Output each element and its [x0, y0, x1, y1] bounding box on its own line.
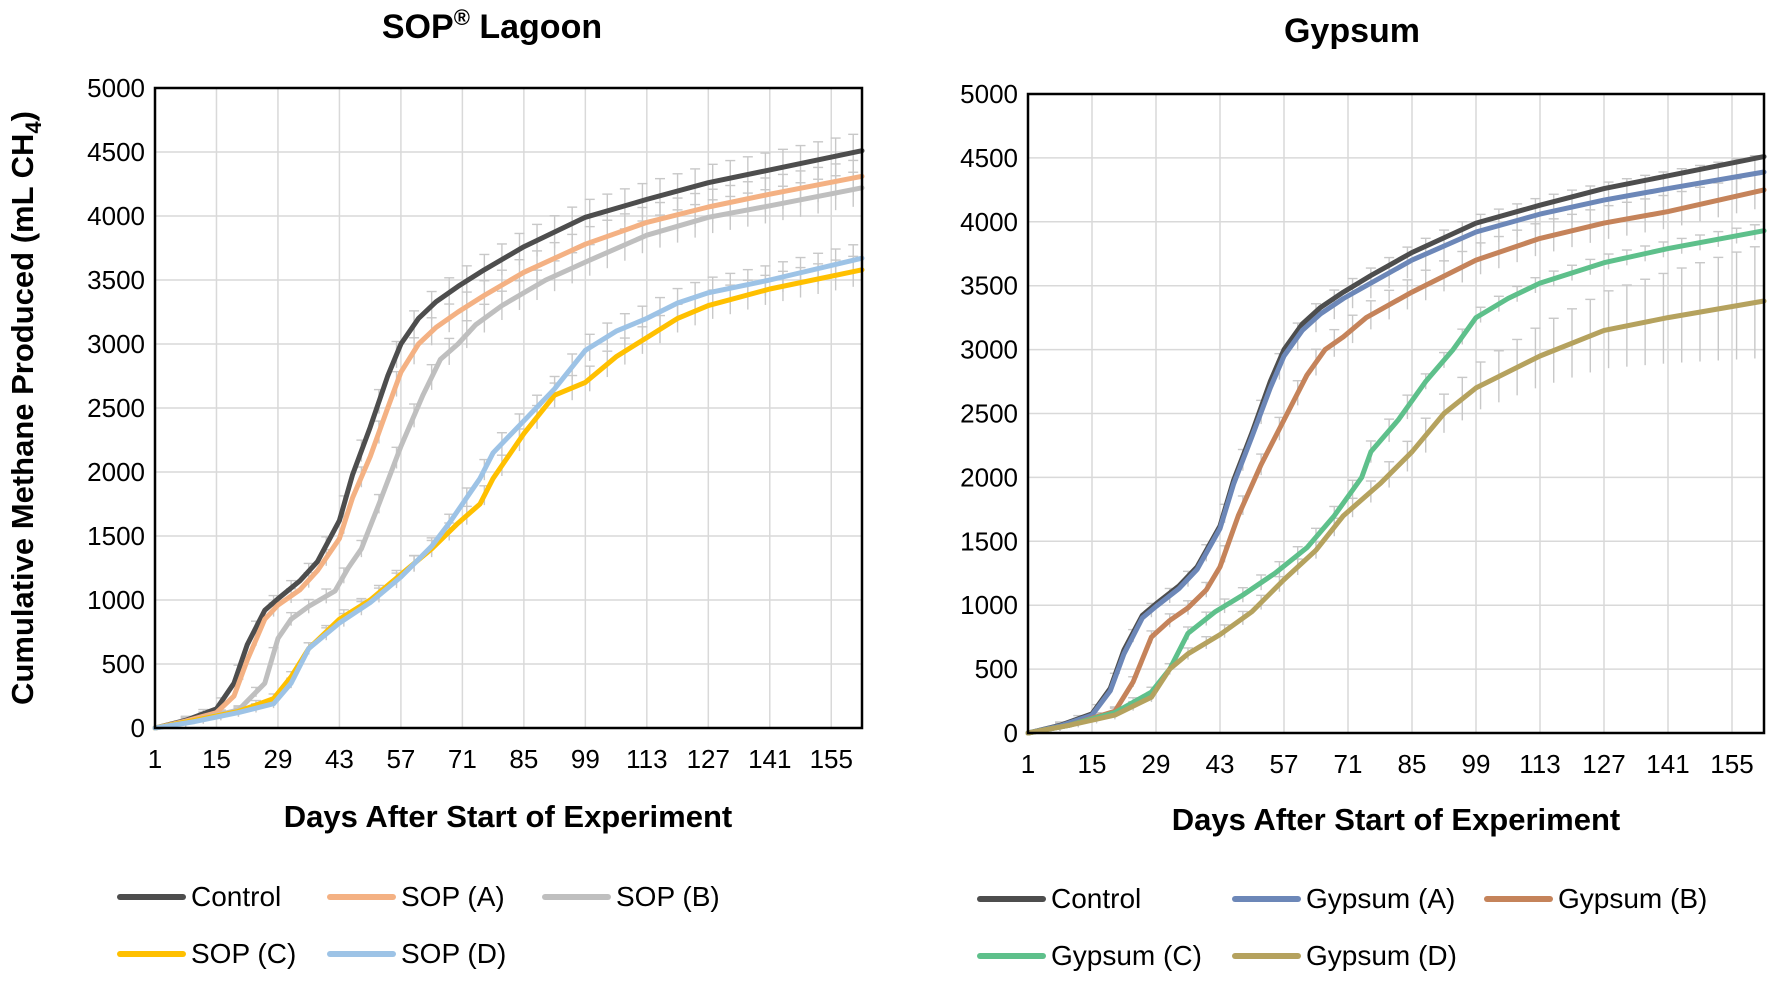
series-line-control	[1025, 154, 1767, 736]
series-line-gypsum-a	[1025, 169, 1767, 736]
y-tick-label: 2500	[87, 393, 145, 423]
legend-label: Gypsum (C)	[1051, 940, 1202, 971]
series-line-sop-a	[152, 173, 865, 731]
x-tick-label: 127	[1582, 749, 1625, 779]
y-tick-label: 2000	[87, 457, 145, 487]
y-tick-label: 1500	[960, 526, 1018, 556]
legend-item: Gypsum (D)	[1232, 940, 1457, 971]
x-tick-label: 43	[1206, 749, 1235, 779]
x-tick-label: 15	[202, 744, 231, 774]
series-line-control	[152, 148, 865, 731]
legend-label: SOP (D)	[401, 938, 506, 969]
series-line-gypsum-d	[1025, 298, 1767, 736]
y-tick-label: 1000	[87, 585, 145, 615]
legend-label: SOP (C)	[191, 938, 296, 969]
chart-panel-1: 0 500 1000 1500 2000 2500 3000 3500 4000 4500 5000…	[5, 5, 865, 969]
y-tick-label: 3500	[87, 265, 145, 295]
legend-item: SOP (B)	[542, 881, 720, 912]
y-tick-label: 3500	[960, 271, 1018, 301]
legend-item: Control	[117, 881, 281, 912]
legend: Control SOP (A) SOP (B) SOP (C) SOP (D)	[117, 881, 720, 969]
y-tick-label: 0	[131, 713, 145, 743]
y-tick-label: 4000	[87, 201, 145, 231]
legend-label: Control	[191, 881, 281, 912]
x-tick-label: 85	[1398, 749, 1427, 779]
plot-area-frame	[153, 86, 864, 730]
series-line-gypsum-b	[1025, 187, 1767, 736]
x-tick-label: 85	[509, 744, 538, 774]
series-line-gypsum-c	[1025, 228, 1767, 736]
legend-label: Control	[1051, 883, 1141, 914]
x-tick-label: 29	[1142, 749, 1171, 779]
y-axis-label: Cumulative Methane Produced (mL CH4)	[5, 111, 46, 705]
y-tick-label: 2000	[960, 462, 1018, 492]
y-tick-label: 1500	[87, 521, 145, 551]
x-tick-label: 99	[1462, 749, 1491, 779]
x-axis-label: Days After Start of Experiment	[284, 799, 732, 834]
y-tick-label: 4500	[87, 137, 145, 167]
legend-label: Gypsum (D)	[1306, 940, 1457, 971]
series-line-sop-d	[152, 255, 865, 731]
series-line-sop-b	[152, 185, 865, 731]
series-line-sop-c	[152, 267, 865, 731]
x-tick-label: 155	[1710, 749, 1753, 779]
y-tick-label: 0	[1004, 718, 1018, 748]
y-tick-label: 3000	[960, 335, 1018, 365]
x-tick-label: 127	[687, 744, 730, 774]
legend-item: Gypsum (B)	[1484, 883, 1707, 914]
y-tick-label: 1000	[960, 590, 1018, 620]
x-tick-label: 15	[1078, 749, 1107, 779]
x-axis-label: Days After Start of Experiment	[1172, 802, 1620, 837]
x-tick-label: 29	[263, 744, 292, 774]
x-tick-label: 155	[810, 744, 853, 774]
legend: Control Gypsum (A) Gypsum (B) Gypsum (C) Gyp…	[977, 883, 1707, 971]
legend-label: Gypsum (A)	[1306, 883, 1455, 914]
y-tick-label: 500	[975, 654, 1018, 684]
legend-item: SOP (A)	[327, 881, 505, 912]
legend-label: Gypsum (B)	[1558, 883, 1707, 914]
x-tick-label: 71	[448, 744, 477, 774]
x-tick-label: 113	[626, 744, 667, 774]
y-tick-label: 3000	[87, 329, 145, 359]
y-tick-label: 5000	[87, 73, 145, 103]
y-tick-label: 4000	[960, 207, 1018, 237]
y-tick-label: 2500	[960, 399, 1018, 429]
x-tick-label: 71	[1334, 749, 1363, 779]
plot-area-frame	[1026, 92, 1766, 735]
x-tick-label: 1	[148, 744, 162, 774]
x-tick-label: 1	[1021, 749, 1035, 779]
error-bars	[1055, 155, 1760, 732]
y-tick-label: 500	[102, 649, 145, 679]
legend-label: SOP (A)	[401, 881, 505, 912]
legend-item: Gypsum (C)	[977, 940, 1202, 971]
legend-item: SOP (D)	[327, 938, 506, 969]
x-tick-label: 57	[386, 744, 415, 774]
x-tick-label: 113	[1519, 749, 1560, 779]
x-tick-label: 43	[325, 744, 354, 774]
chart-title: Gypsum	[1284, 12, 1420, 50]
legend-item: SOP (C)	[117, 938, 296, 969]
chart-title: SOP® Lagoon	[382, 5, 602, 46]
legend-item: Control	[977, 883, 1141, 914]
legend-item: Gypsum (A)	[1232, 883, 1455, 914]
y-tick-label: 5000	[960, 79, 1018, 109]
x-tick-label: 141	[1646, 749, 1689, 779]
x-tick-label: 141	[748, 744, 791, 774]
x-tick-label: 99	[571, 744, 600, 774]
chart-panel-2: 0 500 1000 1500 2000 2500 3000 3500 4000 4500 5000…	[960, 12, 1767, 971]
error-bars	[180, 133, 859, 727]
x-tick-label: 57	[1270, 749, 1299, 779]
y-tick-label: 4500	[960, 143, 1018, 173]
legend-label: SOP (B)	[616, 881, 720, 912]
